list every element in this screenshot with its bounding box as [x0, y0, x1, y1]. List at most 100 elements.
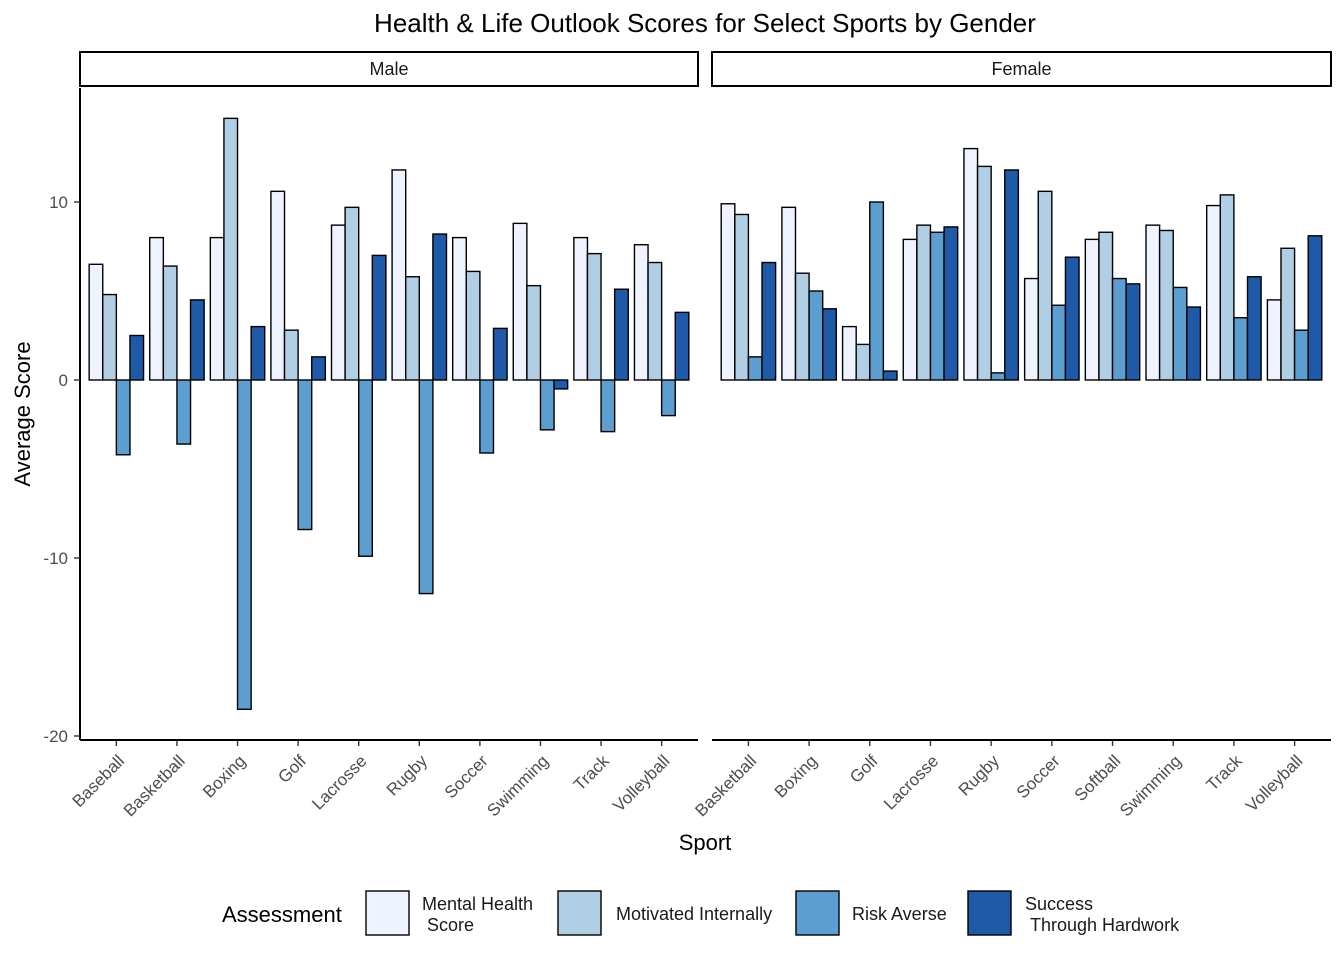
bar — [1004, 169, 1020, 381]
chart-title: Health & Life Outlook Scores for Select … — [374, 8, 1036, 38]
bar — [539, 379, 555, 431]
bar — [209, 236, 225, 381]
bar — [929, 231, 945, 381]
bar — [404, 276, 420, 381]
bar — [761, 261, 777, 381]
bar — [391, 169, 407, 381]
y-tick-label: 10 — [49, 193, 68, 212]
bar — [358, 379, 374, 557]
bar — [882, 370, 898, 381]
bar — [1219, 194, 1235, 381]
bar — [1233, 317, 1249, 381]
bar — [162, 265, 178, 381]
legend-item: Success Through Hardwork — [967, 890, 1180, 936]
bar — [855, 343, 871, 381]
bar — [573, 236, 589, 381]
legend-label: Risk Averse — [852, 904, 947, 924]
facet-strip-label: Male — [369, 59, 408, 79]
legend-key — [795, 890, 840, 936]
bar — [720, 203, 736, 381]
x-tick-label: Soccer — [441, 751, 492, 802]
legend-item: Mental Health Score — [365, 890, 533, 936]
bar — [129, 334, 145, 381]
legend-key — [365, 890, 410, 936]
bar — [149, 236, 165, 381]
bar — [869, 201, 885, 381]
x-tick-label: Baseball — [69, 751, 129, 811]
legend-title: Assessment — [222, 902, 342, 927]
bar — [1023, 277, 1039, 381]
bar — [115, 379, 131, 456]
bar — [647, 261, 663, 381]
bar — [371, 254, 387, 381]
bar — [1111, 277, 1127, 381]
bar — [102, 293, 118, 381]
bar — [1266, 299, 1282, 381]
bar — [512, 222, 528, 381]
bar — [1186, 306, 1202, 381]
bar — [781, 206, 797, 381]
facet-strip — [711, 51, 1332, 87]
bar — [1051, 304, 1067, 381]
bar — [1145, 224, 1161, 381]
x-tick-label: Basketball — [691, 751, 760, 820]
facet-strip-label: Female — [991, 59, 1051, 79]
bar — [734, 213, 750, 381]
bar — [1125, 283, 1141, 381]
legend-key — [557, 890, 602, 936]
x-tick-label: Boxing — [199, 751, 249, 801]
bar — [613, 288, 629, 381]
x-tick-label: Track — [570, 751, 613, 794]
x-tick-label: Soccer — [1013, 751, 1064, 802]
x-tick-label: Golf — [274, 751, 310, 787]
x-tick-label: Rugby — [383, 751, 432, 800]
x-tick-label: Track — [1203, 751, 1246, 794]
bar — [344, 206, 360, 381]
bar — [943, 226, 959, 381]
bar — [432, 233, 448, 381]
bar — [633, 244, 649, 381]
bar — [1037, 190, 1053, 381]
bar — [283, 329, 299, 381]
x-tick-label: Rugby — [955, 751, 1004, 800]
bar — [526, 284, 542, 381]
bar — [747, 356, 763, 381]
legend: Assessment Mental Health Score Motivated … — [222, 890, 1180, 936]
bar — [808, 290, 824, 381]
bar — [990, 372, 1006, 381]
x-tick-label: Lacrosse — [880, 751, 942, 813]
x-tick-label: Swimming — [483, 751, 552, 820]
legend-label: Motivated Internally — [616, 904, 772, 924]
x-tick-label: Boxing — [771, 751, 821, 801]
legend-label: Mental Health Score — [422, 894, 533, 935]
x-tick-label: Lacrosse — [308, 751, 370, 813]
bar — [963, 147, 979, 381]
bar — [250, 325, 266, 381]
y-tick-label: -10 — [43, 549, 68, 568]
x-tick-label: Basketball — [120, 751, 189, 820]
bar — [176, 379, 192, 445]
bar — [1246, 276, 1262, 381]
bar — [451, 236, 467, 381]
bar — [418, 379, 434, 595]
bar — [189, 299, 205, 381]
bar — [223, 117, 239, 381]
bar — [88, 263, 104, 381]
y-axis-title: Average Score — [10, 341, 35, 486]
bar — [902, 238, 918, 381]
bar — [600, 379, 616, 433]
bar — [674, 311, 690, 381]
bar — [465, 270, 481, 381]
bar — [1158, 229, 1174, 381]
x-tick-label: Golf — [846, 751, 882, 787]
bar — [236, 379, 252, 710]
bar — [1172, 286, 1188, 381]
y-axis: 10 0 -10 -20 — [43, 88, 81, 746]
bar — [1307, 235, 1323, 381]
bar — [916, 224, 932, 381]
bar — [794, 272, 810, 381]
